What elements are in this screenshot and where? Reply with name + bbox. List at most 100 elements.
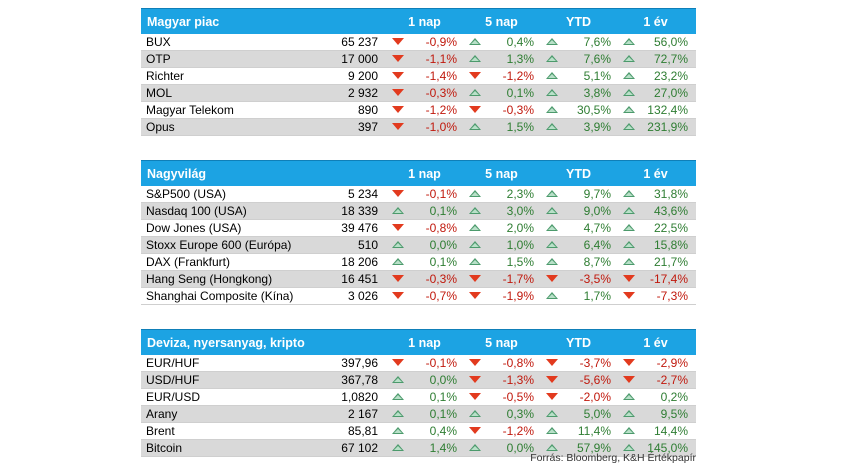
instrument-name: S&P500 (USA) bbox=[146, 187, 227, 201]
table-row: OTP 17 000 -1,1% 1,3% 7,6% 72,7% bbox=[141, 51, 696, 68]
change-cell: 1,3% bbox=[463, 52, 540, 66]
change-cell: 15,8% bbox=[617, 238, 694, 252]
change-cell: 56,0% bbox=[617, 35, 694, 49]
change-cell: 23,2% bbox=[617, 69, 694, 83]
change-cell: 9,5% bbox=[617, 407, 694, 421]
change-value: 56,0% bbox=[653, 35, 688, 49]
change-cell: 6,4% bbox=[540, 238, 617, 252]
change-value: -0,3% bbox=[502, 103, 534, 117]
change-value: 231,9% bbox=[647, 120, 688, 134]
change-cell: 0,1% bbox=[386, 407, 463, 421]
change-value: -2,7% bbox=[656, 373, 688, 387]
change-cell: -0,1% bbox=[386, 187, 463, 201]
arrow-down-icon bbox=[623, 376, 635, 383]
change-value: -0,5% bbox=[502, 390, 534, 404]
table-row: Magyar Telekom 890 -1,2% -0,3% 30,5% 132,4% bbox=[141, 102, 696, 119]
change-value: 43,6% bbox=[653, 204, 688, 218]
instrument-name: BUX bbox=[146, 35, 171, 49]
instrument-value: 85,81 bbox=[347, 424, 378, 438]
change-value: -3,7% bbox=[579, 356, 611, 370]
arrow-up-icon bbox=[623, 224, 635, 231]
arrow-down-icon bbox=[392, 359, 404, 366]
change-cell: 0,1% bbox=[386, 390, 463, 404]
table-row: BUX 65 237 -0,9% 0,4% 7,6% 56,0% bbox=[141, 34, 696, 51]
change-value: 0,2% bbox=[660, 390, 688, 404]
change-cell: -3,7% bbox=[540, 356, 617, 370]
section-title: Deviza, nyersanyag, kripto bbox=[147, 335, 305, 350]
instrument-name: MOL bbox=[146, 86, 173, 100]
section-header: Nagyvilág 1 nap 5 nap YTD 1 év bbox=[141, 160, 696, 186]
arrow-up-icon bbox=[623, 38, 635, 45]
instrument-name: Dow Jones (USA) bbox=[146, 221, 242, 235]
arrow-up-icon bbox=[546, 72, 558, 79]
change-value: 0,3% bbox=[506, 407, 534, 421]
column-header: 5 nap bbox=[485, 14, 518, 29]
change-value: -0,8% bbox=[425, 221, 457, 235]
change-value: 1,3% bbox=[506, 52, 534, 66]
arrow-down-icon bbox=[392, 275, 404, 282]
change-cell: -1,7% bbox=[463, 272, 540, 286]
change-value: 0,0% bbox=[429, 373, 457, 387]
change-value: 9,7% bbox=[583, 187, 611, 201]
instrument-value: 9 200 bbox=[347, 69, 378, 83]
section-3: Deviza, nyersanyag, kripto 1 nap 5 nap YTD 1… bbox=[141, 329, 696, 457]
change-value: 1,5% bbox=[506, 255, 534, 269]
change-value: 0,1% bbox=[429, 407, 457, 421]
section-header: Deviza, nyersanyag, kripto 1 nap 5 nap YTD 1… bbox=[141, 329, 696, 355]
arrow-up-icon bbox=[546, 258, 558, 265]
change-value: 4,7% bbox=[583, 221, 611, 235]
arrow-up-icon bbox=[546, 444, 558, 451]
change-value: -7,3% bbox=[656, 289, 688, 303]
instrument-value: 3 026 bbox=[347, 289, 378, 303]
column-header: 1 nap bbox=[408, 335, 441, 350]
instrument-value: 65 237 bbox=[341, 35, 378, 49]
instrument-name: Bitcoin bbox=[146, 441, 183, 455]
change-value: 0,1% bbox=[429, 255, 457, 269]
arrow-up-icon bbox=[469, 55, 481, 62]
change-cell: 7,6% bbox=[540, 35, 617, 49]
instrument-value: 5 234 bbox=[347, 187, 378, 201]
change-cell: 9,0% bbox=[540, 204, 617, 218]
change-value: -0,9% bbox=[425, 35, 457, 49]
change-value: 0,4% bbox=[506, 35, 534, 49]
arrow-up-icon bbox=[623, 427, 635, 434]
section-1: Magyar piac 1 nap 5 nap YTD 1 év BUX 65 237 -0,… bbox=[141, 8, 696, 136]
instrument-name: Brent bbox=[146, 424, 175, 438]
arrow-up-icon bbox=[392, 376, 404, 383]
change-value: -1,2% bbox=[502, 69, 534, 83]
instrument-name: Arany bbox=[146, 407, 178, 421]
table-row: Stoxx Europe 600 (Európa) 510 0,0% 1,0% 6,4%… bbox=[141, 237, 696, 254]
arrow-up-icon bbox=[623, 258, 635, 265]
change-value: 15,8% bbox=[653, 238, 688, 252]
change-cell: -0,8% bbox=[463, 356, 540, 370]
change-value: 0,0% bbox=[506, 441, 534, 455]
instrument-value: 18 206 bbox=[341, 255, 378, 269]
change-value: -1,2% bbox=[425, 103, 457, 117]
column-header: YTD bbox=[566, 14, 591, 29]
column-header: 5 nap bbox=[485, 335, 518, 350]
arrow-up-icon bbox=[392, 207, 404, 214]
change-value: -5,6% bbox=[579, 373, 611, 387]
change-cell: 5,0% bbox=[540, 407, 617, 421]
change-value: -2,0% bbox=[579, 390, 611, 404]
change-cell: 31,8% bbox=[617, 187, 694, 201]
arrow-up-icon bbox=[469, 241, 481, 248]
change-cell: 8,7% bbox=[540, 255, 617, 269]
column-header: 5 nap bbox=[485, 166, 518, 181]
change-value: 27,0% bbox=[653, 86, 688, 100]
change-cell: -1,0% bbox=[386, 120, 463, 134]
change-value: -1,9% bbox=[502, 289, 534, 303]
change-value: 31,8% bbox=[653, 187, 688, 201]
instrument-value: 1,0820 bbox=[341, 390, 378, 404]
change-cell: -0,8% bbox=[386, 221, 463, 235]
change-value: -0,1% bbox=[425, 356, 457, 370]
change-value: 0,1% bbox=[506, 86, 534, 100]
change-value: -1,1% bbox=[425, 52, 457, 66]
arrow-down-icon bbox=[469, 359, 481, 366]
column-header: 1 év bbox=[643, 166, 668, 181]
arrow-up-icon bbox=[623, 241, 635, 248]
change-value: 7,6% bbox=[583, 35, 611, 49]
instrument-name: Nasdaq 100 (USA) bbox=[146, 204, 247, 218]
arrow-up-icon bbox=[546, 427, 558, 434]
change-cell: 0,1% bbox=[463, 86, 540, 100]
